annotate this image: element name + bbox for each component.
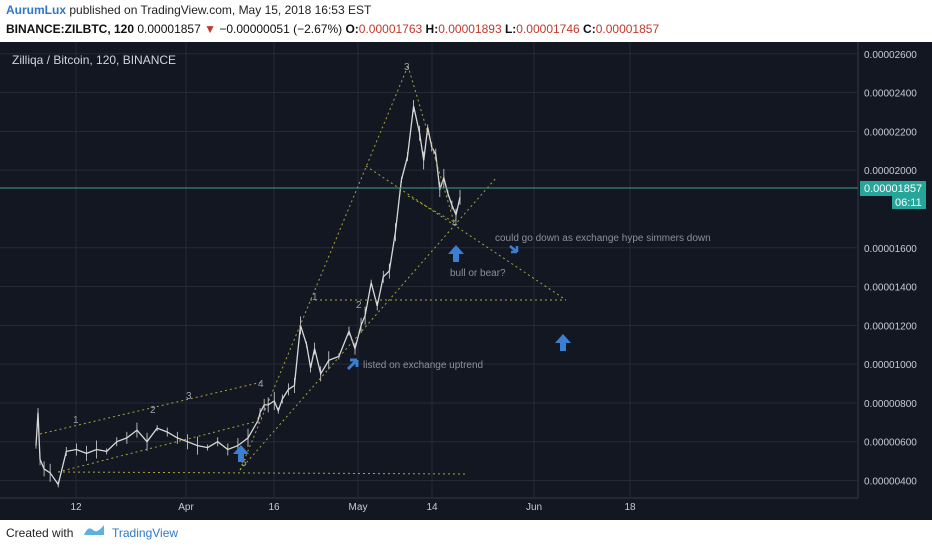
wave-label: 3 (186, 391, 192, 402)
created-with-text: Created with (6, 526, 74, 540)
price-line (35, 105, 461, 486)
last-price-badge (860, 181, 926, 196)
grid-lines (0, 42, 859, 499)
price-tick-label: 0.00001600 (864, 244, 917, 255)
down-right-arrow-icon (509, 245, 519, 254)
time-tick-label: 18 (624, 502, 636, 513)
price-tick-label: 0.00002600 (864, 50, 917, 61)
last-price: 0.00001857 (137, 22, 201, 36)
published-text: published on TradingView.com, May 15, 20… (69, 3, 372, 17)
price-tick-label: 0.00002400 (864, 89, 917, 100)
annotation-text: could go down as exchange hype simmers d… (495, 233, 711, 244)
trendline (57, 471, 467, 475)
price-tick-label: 0.00000400 (864, 477, 917, 488)
price-tick-label: 0.00000600 (864, 438, 917, 449)
high-label: H: (425, 22, 439, 36)
publish-header: AurumLux published on TradingView.com, M… (0, 0, 932, 42)
time-tick-label: Apr (178, 502, 194, 513)
author-link[interactable]: AurumLux (6, 3, 66, 17)
up-arrow-icon (233, 445, 249, 462)
trendline (407, 65, 455, 223)
time-tick-label: 16 (268, 502, 280, 513)
time-axis: 12 Apr 16 May 14 Jun 18 (70, 502, 636, 513)
ohlc-line: BINANCE:ZILBTC, 120 0.00001857 ▼ −0.0000… (6, 22, 659, 36)
wave-label: 4 (258, 379, 264, 390)
up-right-arrow-icon (346, 358, 359, 371)
wave-label: 4 (452, 218, 458, 229)
tradingview-logo-icon (84, 525, 104, 535)
price-tick-label: 0.00002200 (864, 127, 917, 138)
wave-label: 1 (312, 292, 318, 303)
time-tick-label: Jun (526, 502, 542, 513)
open-label: O: (345, 22, 359, 36)
wave-label: 5 (241, 458, 247, 469)
chart-area[interactable]: 0.00000400 0.00000600 0.00000800 0.00001000… (0, 42, 932, 520)
price-tick-label: 0.00001400 (864, 283, 917, 294)
countdown-badge (892, 196, 926, 209)
price-chart[interactable]: 0.00000400 0.00000600 0.00000800 0.00001000… (0, 42, 932, 520)
wave-label: 2 (150, 405, 156, 416)
price-tick-label: 0.00002000 (864, 166, 917, 177)
up-arrow-icon (448, 245, 464, 262)
price-change: −0.00000051 (−2.67%) (219, 22, 343, 36)
price-series (35, 100, 461, 488)
price-tick-label: 0.00001000 (864, 360, 917, 371)
trendline (407, 195, 455, 223)
trendline (39, 381, 263, 435)
price-axis: 0.00000400 0.00000600 0.00000800 0.00001000… (864, 50, 917, 488)
annotations: 1 2 3 4 5 1 2 3 4 could go down as exchange hype … (73, 62, 711, 469)
chart-title: Zilliqa / Bitcoin, 120, BINANCE (12, 53, 176, 67)
annotation-text: bull or bear? (450, 268, 506, 279)
publish-line: AurumLux published on TradingView.com, M… (6, 3, 371, 17)
wave-label: 1 (73, 415, 79, 426)
tradingview-link[interactable]: TradingView (112, 526, 179, 540)
low-value: 0.00001746 (516, 22, 580, 36)
countdown-text: 06:11 (895, 197, 922, 209)
close-value: 0.00001857 (595, 22, 660, 36)
low-label: L: (504, 22, 517, 36)
time-tick-label: 14 (426, 502, 438, 513)
up-arrow-icon (555, 334, 571, 351)
footer (0, 520, 932, 550)
symbol-label: BINANCE:ZILBTC, 120 (6, 22, 135, 36)
price-tick-label: 0.00001200 (864, 321, 917, 332)
last-price-badge-text: 0.00001857 (864, 183, 922, 195)
annotation-text: listed on exchange uptrend (363, 360, 483, 371)
wave-label: 2 (356, 300, 362, 311)
trendline (239, 177, 497, 471)
trendline (239, 65, 409, 471)
price-tick-label: 0.00000800 (864, 399, 917, 410)
close-label: C: (583, 22, 596, 36)
open-value: 0.00001763 (358, 22, 423, 36)
time-tick-label: 12 (70, 502, 82, 513)
down-triangle-icon: ▼ (204, 22, 216, 36)
high-value: 0.00001893 (438, 22, 502, 36)
time-tick-label: May (349, 502, 368, 513)
wave-label: 3 (404, 62, 410, 73)
trendline (57, 419, 263, 473)
